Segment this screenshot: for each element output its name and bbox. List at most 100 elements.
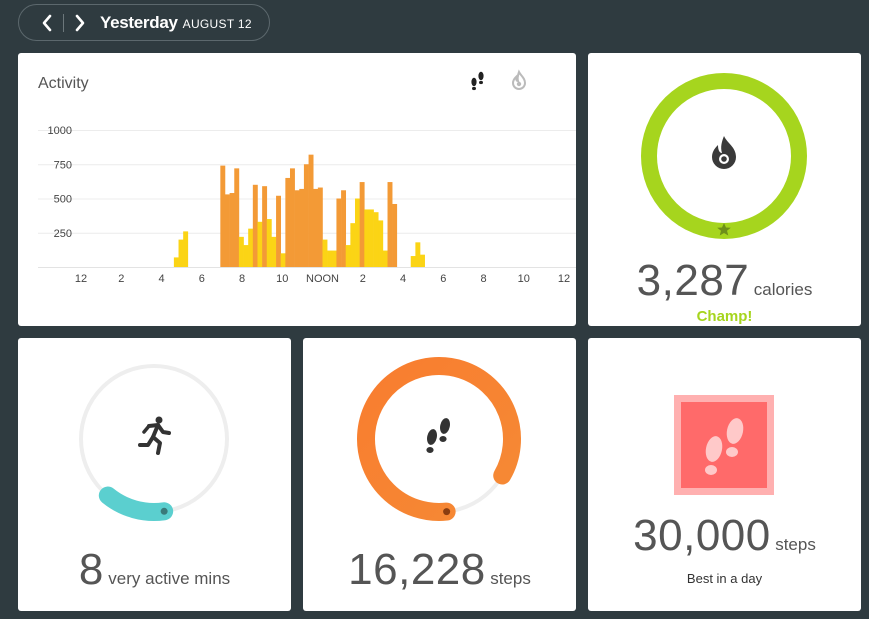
activity-bar[interactable] xyxy=(294,190,300,267)
show-calories-toggle[interactable] xyxy=(509,69,529,93)
activity-bar[interactable] xyxy=(317,187,323,267)
chevron-right-icon xyxy=(75,14,85,31)
activity-bar[interactable] xyxy=(299,188,305,267)
x-tick-label: 10 xyxy=(276,273,288,285)
activity-bar[interactable] xyxy=(420,254,425,267)
activity-bar[interactable] xyxy=(336,198,342,268)
footsteps-badge-icon xyxy=(705,418,744,475)
flame-icon xyxy=(511,69,527,90)
active-minutes-ring xyxy=(79,364,229,521)
activity-bar[interactable] xyxy=(183,231,189,267)
activity-bar[interactable] xyxy=(313,188,319,267)
activity-bar[interactable] xyxy=(327,250,333,267)
activity-bar[interactable] xyxy=(252,184,258,267)
steps-unit: steps xyxy=(490,569,531,588)
activity-bar[interactable] xyxy=(331,250,337,267)
activity-bar[interactable] xyxy=(178,239,184,267)
x-tick-label: 12 xyxy=(75,273,87,285)
calories-unit: calories xyxy=(753,280,813,299)
calories-ring xyxy=(641,73,807,239)
running-person-icon xyxy=(138,416,171,455)
best-day-label: Best in a day xyxy=(686,571,763,586)
y-tick-label: 250 xyxy=(54,228,72,240)
activity-card: Activity 250 500 750 1000 12 2 4 6 8 10 NOON 2 4 6 8 10… xyxy=(18,53,576,326)
day-label: Yesterday xyxy=(100,12,178,32)
x-tick-label: 6 xyxy=(199,273,205,285)
activity-bar[interactable] xyxy=(322,239,328,267)
x-tick-label: 10 xyxy=(518,273,530,285)
activity-bar[interactable] xyxy=(276,195,281,267)
x-tick-label: 2 xyxy=(360,273,366,285)
activity-bar[interactable] xyxy=(415,242,421,267)
y-tick-label: 1000 xyxy=(48,125,72,137)
activity-bar[interactable] xyxy=(262,186,268,267)
flame-icon xyxy=(712,136,736,169)
best-day-value: 30,000 xyxy=(633,511,771,560)
activity-bar[interactable] xyxy=(266,219,272,267)
activity-bar[interactable] xyxy=(359,182,365,267)
steps-ring xyxy=(357,357,521,521)
x-tick-label: 4 xyxy=(400,273,406,285)
active-minutes-metric: 8 very active mins xyxy=(18,545,291,595)
x-tick-label: 2 xyxy=(118,273,124,285)
footsteps-icon xyxy=(426,418,450,453)
calories-metric: 3,287 calories xyxy=(588,256,861,306)
steps-card: 16,228 steps xyxy=(303,338,576,611)
date-navigator: Yesterday AUGUST 12 xyxy=(18,4,270,41)
activity-bar[interactable] xyxy=(373,212,379,267)
activity-bar[interactable] xyxy=(303,164,309,267)
previous-day-button[interactable] xyxy=(35,8,59,38)
activity-bar[interactable] xyxy=(289,168,295,267)
activity-bar[interactable] xyxy=(368,209,374,267)
activity-bar[interactable] xyxy=(243,245,249,267)
champ-badge: Champ! xyxy=(696,308,753,325)
next-day-button[interactable] xyxy=(68,8,92,38)
activity-bar[interactable] xyxy=(248,228,254,267)
activity-bar[interactable] xyxy=(345,245,351,267)
steps-ring-progress xyxy=(357,357,521,521)
best-day-unit: steps xyxy=(775,535,816,554)
calories-card: 3,287 calories Champ! xyxy=(588,53,861,326)
y-tick-label: 750 xyxy=(54,159,72,171)
activity-bar[interactable] xyxy=(285,177,291,267)
footsteps-icon xyxy=(471,71,484,91)
steps-value: 16,228 xyxy=(348,545,486,594)
steps-metric: 16,228 steps xyxy=(303,545,576,595)
activity-bar[interactable] xyxy=(378,220,384,267)
active-ring-progress xyxy=(98,486,174,521)
activity-title: Activity xyxy=(38,75,89,92)
y-tick-label: 500 xyxy=(54,194,72,206)
x-tick-label: 8 xyxy=(239,273,245,285)
activity-bar[interactable] xyxy=(220,165,226,267)
show-steps-toggle[interactable] xyxy=(468,69,488,93)
activity-bar[interactable] xyxy=(364,209,370,267)
activity-bar[interactable] xyxy=(341,190,347,267)
activity-bar[interactable] xyxy=(382,250,388,267)
active-minutes-card: 8 very active mins xyxy=(18,338,291,611)
activity-bar[interactable] xyxy=(410,256,416,267)
activity-bar[interactable] xyxy=(224,194,230,267)
steps-ring-endpoint xyxy=(443,508,451,516)
calories-value: 3,287 xyxy=(636,256,750,305)
date-label: AUGUST 12 xyxy=(182,17,252,31)
activity-bar[interactable] xyxy=(392,203,398,267)
activity-bar[interactable] xyxy=(271,236,277,267)
x-tick-label: 12 xyxy=(558,273,570,285)
activity-bar[interactable] xyxy=(234,168,240,267)
activity-bar[interactable] xyxy=(308,154,314,267)
activity-bar[interactable] xyxy=(387,182,393,267)
activity-bar[interactable] xyxy=(355,198,360,268)
active-minutes-unit: very active mins xyxy=(108,569,231,588)
best-day-badge xyxy=(674,395,774,495)
activity-bar[interactable] xyxy=(350,223,356,267)
activity-bar[interactable] xyxy=(257,221,263,267)
x-tick-label: 6 xyxy=(440,273,446,285)
active-ring-endpoint xyxy=(160,507,168,515)
best-day-metric: 30,000 steps xyxy=(588,511,861,561)
activity-bar[interactable] xyxy=(238,236,244,267)
activity-bar[interactable] xyxy=(229,193,235,267)
activity-bar[interactable] xyxy=(173,257,179,267)
activity-bar[interactable] xyxy=(280,253,286,267)
chevron-left-icon xyxy=(42,14,52,31)
active-minutes-value: 8 xyxy=(78,545,104,594)
